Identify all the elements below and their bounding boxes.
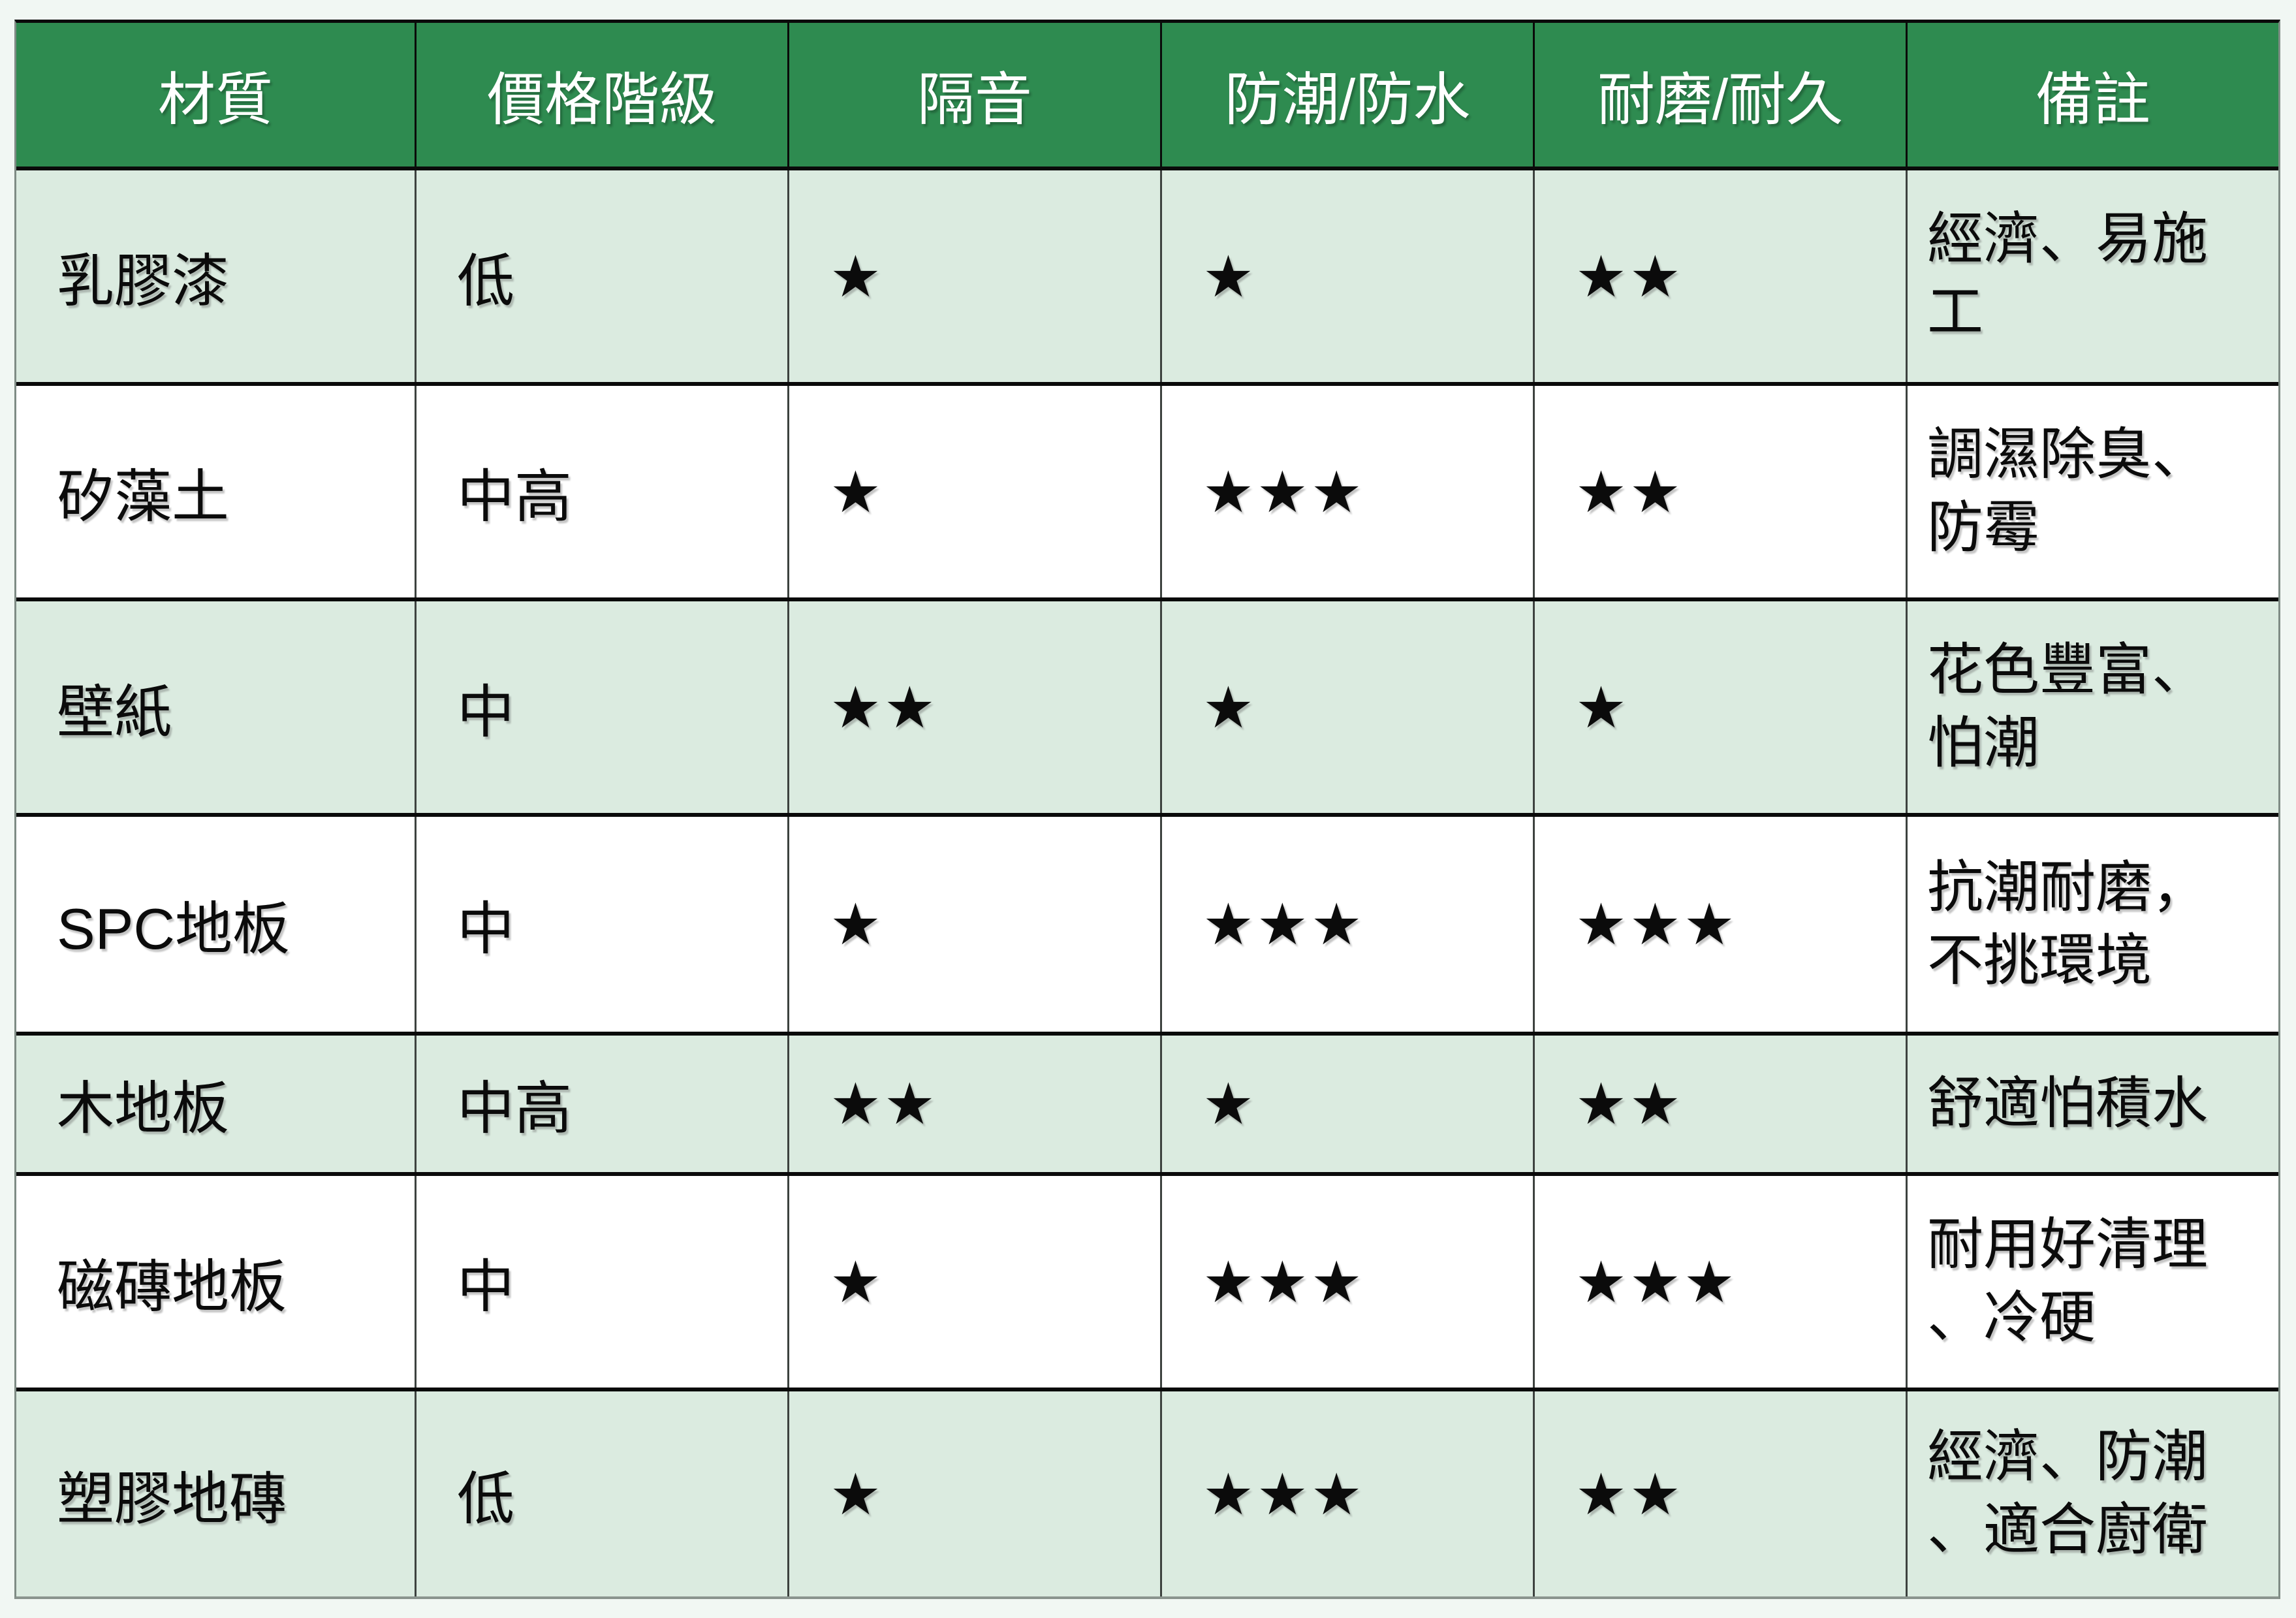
- cell-waterproof-rating: ★★★: [1160, 817, 1533, 1032]
- cell-material: SPC地板: [57, 896, 290, 961]
- cell-price-tier: 低: [415, 1391, 787, 1596]
- cell-durability-rating: ★★: [1533, 1391, 1906, 1596]
- cell-waterproof-rating: ★: [1160, 1036, 1533, 1172]
- cell-notes: 經濟、易施 工: [1906, 170, 2278, 382]
- cell-price-tier: 低: [415, 170, 787, 382]
- cell-notes: 舒適怕積水: [1906, 1036, 2278, 1172]
- cell-material: 壁紙: [57, 679, 172, 744]
- cell-price-tier: 中: [415, 817, 787, 1032]
- cell-waterproof-rating: ★★★: [1160, 1391, 1533, 1596]
- cell-soundproof-rating: ★★: [787, 1036, 1160, 1172]
- cell-waterproof-rating: ★★★: [1160, 1176, 1533, 1388]
- cell-soundproof-rating: ★: [787, 817, 1160, 1032]
- cell-soundproof-rating: ★: [787, 386, 1160, 597]
- table-row: SPC地板 中 ★ ★★★ ★★★ 抗潮耐磨， 不挑環境: [16, 813, 2278, 1032]
- header-wear-durability: 耐磨/耐久: [1533, 23, 1906, 167]
- cell-notes: 調濕除臭、 防霉: [1906, 386, 2278, 597]
- cell-material: 塑膠地磚: [57, 1466, 287, 1531]
- cell-notes: 花色豐富、 怕潮: [1906, 601, 2278, 813]
- table-header-row: 材質 價格階級 隔音 防潮/防水 耐磨/耐久 備註: [16, 23, 2278, 167]
- table-row: 矽藻土 中高 ★ ★★★ ★★ 調濕除臭、 防霉: [16, 382, 2278, 597]
- cell-notes: 耐用好清理 、冷硬: [1906, 1176, 2278, 1388]
- cell-waterproof-rating: ★: [1160, 601, 1533, 813]
- cell-durability-rating: ★: [1533, 601, 1906, 813]
- table-row: 塑膠地磚 低 ★ ★★★ ★★ 經濟、防潮 、適合廚衛: [16, 1388, 2278, 1596]
- table-row: 壁紙 中 ★★ ★ ★ 花色豐富、 怕潮: [16, 597, 2278, 813]
- cell-price-tier: 中: [415, 1176, 787, 1388]
- cell-durability-rating: ★★: [1533, 386, 1906, 597]
- cell-material: 矽藻土: [57, 464, 230, 529]
- cell-material: 磁磚地板: [57, 1254, 287, 1319]
- cell-soundproof-rating: ★: [787, 1391, 1160, 1596]
- cell-soundproof-rating: ★: [787, 1176, 1160, 1388]
- cell-price-tier: 中高: [415, 1036, 787, 1172]
- cell-durability-rating: ★★★: [1533, 817, 1906, 1032]
- cell-durability-rating: ★★: [1533, 170, 1906, 382]
- cell-notes: 抗潮耐磨， 不挑環境: [1906, 817, 2278, 1032]
- cell-price-tier: 中高: [415, 386, 787, 597]
- header-material: 材質: [157, 67, 273, 132]
- cell-durability-rating: ★★★: [1533, 1176, 1906, 1388]
- table-row: 木地板 中高 ★★ ★ ★★ 舒適怕積水: [16, 1032, 2278, 1172]
- header-soundproofing: 隔音: [787, 23, 1160, 167]
- table-row: 磁磚地板 中 ★ ★★★ ★★★ 耐用好清理 、冷硬: [16, 1172, 2278, 1388]
- materials-comparison-table: 材質 價格階級 隔音 防潮/防水 耐磨/耐久 備註 乳膠漆 低 ★ ★ ★★ 經…: [14, 20, 2280, 1599]
- cell-waterproof-rating: ★★★: [1160, 386, 1533, 597]
- header-notes: 備註: [1906, 23, 2278, 167]
- cell-soundproof-rating: ★★: [787, 601, 1160, 813]
- cell-price-tier: 中: [415, 601, 787, 813]
- cell-notes: 經濟、防潮 、適合廚衛: [1906, 1391, 2278, 1596]
- cell-waterproof-rating: ★: [1160, 170, 1533, 382]
- cell-durability-rating: ★★: [1533, 1036, 1906, 1172]
- cell-soundproof-rating: ★: [787, 170, 1160, 382]
- cell-material: 木地板: [57, 1076, 230, 1141]
- cell-material: 乳膠漆: [57, 248, 230, 313]
- header-moisture-waterproof: 防潮/防水: [1160, 23, 1533, 167]
- table-row: 乳膠漆 低 ★ ★ ★★ 經濟、易施 工: [16, 167, 2278, 382]
- header-price-tier: 價格階級: [415, 23, 787, 167]
